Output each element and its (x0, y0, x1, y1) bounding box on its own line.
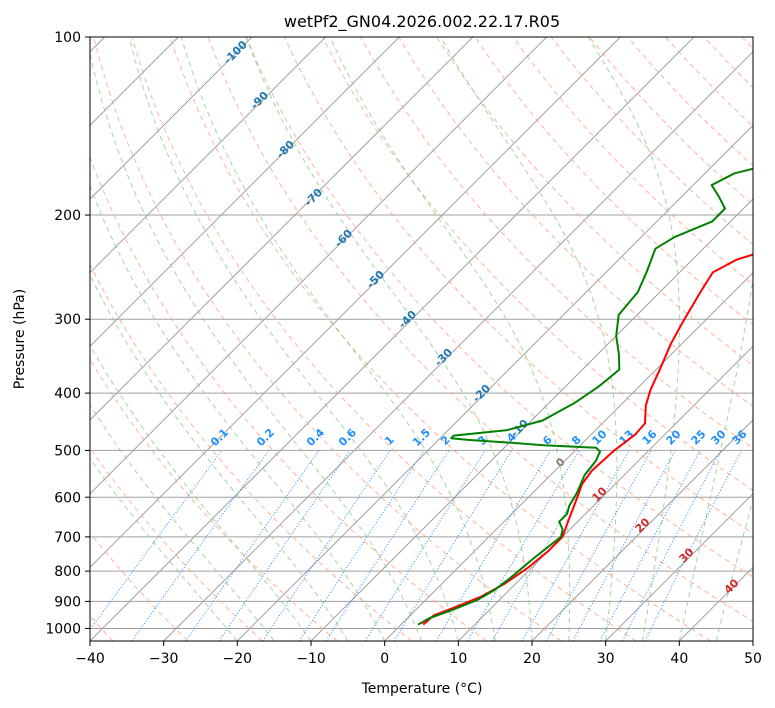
y-axis-ticks: 100 200 300 400 500 600 700 800 900 1000 (45, 30, 90, 637)
y-tick-label: 400 (54, 386, 81, 402)
sounding-series (417, 167, 753, 626)
moist-adiabat (329, 37, 571, 641)
x-tick-label: 30 (597, 651, 615, 667)
x-tick-label: 40 (670, 651, 688, 667)
chart-title: wetPf2_GN04.2026.002.22.17.R05 (284, 12, 560, 32)
mixing-ratio-line (393, 450, 513, 641)
mixing-ratio-line (467, 450, 580, 641)
moist-adiabat (90, 184, 386, 641)
moist-adiabat (180, 37, 496, 641)
mixing-ratio-line (364, 450, 486, 641)
isotherm-line (90, 37, 400, 348)
y-axis-label: Pressure (hPa) (12, 289, 28, 389)
dry-adiabat (90, 358, 338, 641)
dry-adiabat (90, 155, 487, 641)
x-tick-label: −30 (149, 651, 179, 667)
isotherm-line (90, 37, 327, 274)
y-tick-label: 100 (54, 30, 81, 46)
dry-adiabat (245, 37, 753, 578)
x-tick-label: 0 (380, 651, 389, 667)
mixing-ratio-line (262, 450, 391, 641)
x-tick-label: 20 (523, 651, 541, 667)
isotherm-line (384, 271, 753, 641)
isotherm-line (605, 492, 753, 641)
isotherm-line (90, 37, 621, 569)
series-line-2 (421, 621, 426, 626)
x-tick-label: −10 (296, 651, 326, 667)
moist-adiabat (90, 273, 349, 641)
mixing-ratio-line (521, 450, 630, 641)
dry-adiabat (90, 263, 413, 641)
moist-adiabat (90, 404, 275, 641)
series-line-0 (422, 253, 753, 626)
moist-adiabat (587, 37, 680, 641)
y-tick-label: 500 (54, 443, 81, 459)
dry-adiabat (398, 37, 753, 408)
y-tick-label: 800 (54, 564, 81, 580)
dry-adiabat (169, 37, 711, 641)
mixing-ratio-line (599, 450, 701, 641)
mixing-ratio-line (298, 450, 425, 641)
isotherm-line (163, 50, 753, 641)
dry-adiabat (90, 532, 189, 641)
y-tick-label: 600 (54, 490, 81, 506)
mixing-ratio-line (90, 450, 223, 631)
background-lines (90, 37, 753, 641)
dry-adiabat (93, 37, 562, 641)
moist-adiabat (90, 50, 422, 641)
y-tick-label: 900 (54, 594, 81, 610)
dry-adiabat (131, 37, 637, 641)
x-tick-label: 50 (744, 651, 762, 667)
x-axis-label: Temperature (°C) (361, 681, 483, 697)
plot-frame (89, 36, 754, 642)
isotherm-line (90, 37, 474, 421)
x-tick-label: 10 (449, 651, 467, 667)
moist-adiabat (440, 37, 618, 641)
moist-adiabat (90, 457, 238, 641)
isotherm-line (236, 124, 753, 641)
y-tick-label: 700 (54, 530, 81, 546)
isotherm-line (531, 419, 753, 641)
x-tick-label: −20 (223, 651, 253, 667)
series-line-1 (417, 167, 753, 626)
dry-adiabat (207, 37, 753, 623)
y-tick-label: 200 (54, 208, 81, 224)
isotherm-line (90, 37, 548, 495)
moist-adiabat (128, 37, 459, 641)
mixing-ratio-line (435, 450, 552, 641)
y-tick-label: 1000 (45, 621, 81, 637)
isotherm-line (310, 198, 753, 641)
mixing-ratio-line (325, 450, 450, 641)
mixing-ratio-line (621, 450, 722, 641)
moist-adiabat (245, 37, 533, 641)
dry-adiabat (90, 447, 263, 641)
x-tick-label: −40 (75, 651, 105, 667)
isotherm-line (90, 37, 253, 200)
dry-adiabat (512, 37, 753, 285)
dry-adiabat (360, 37, 753, 449)
moist-adiabat (90, 344, 312, 641)
x-axis-ticks: −40 −30 −20 −10 0 10 20 30 40 50 (75, 641, 762, 667)
y-tick-label: 300 (54, 312, 81, 328)
